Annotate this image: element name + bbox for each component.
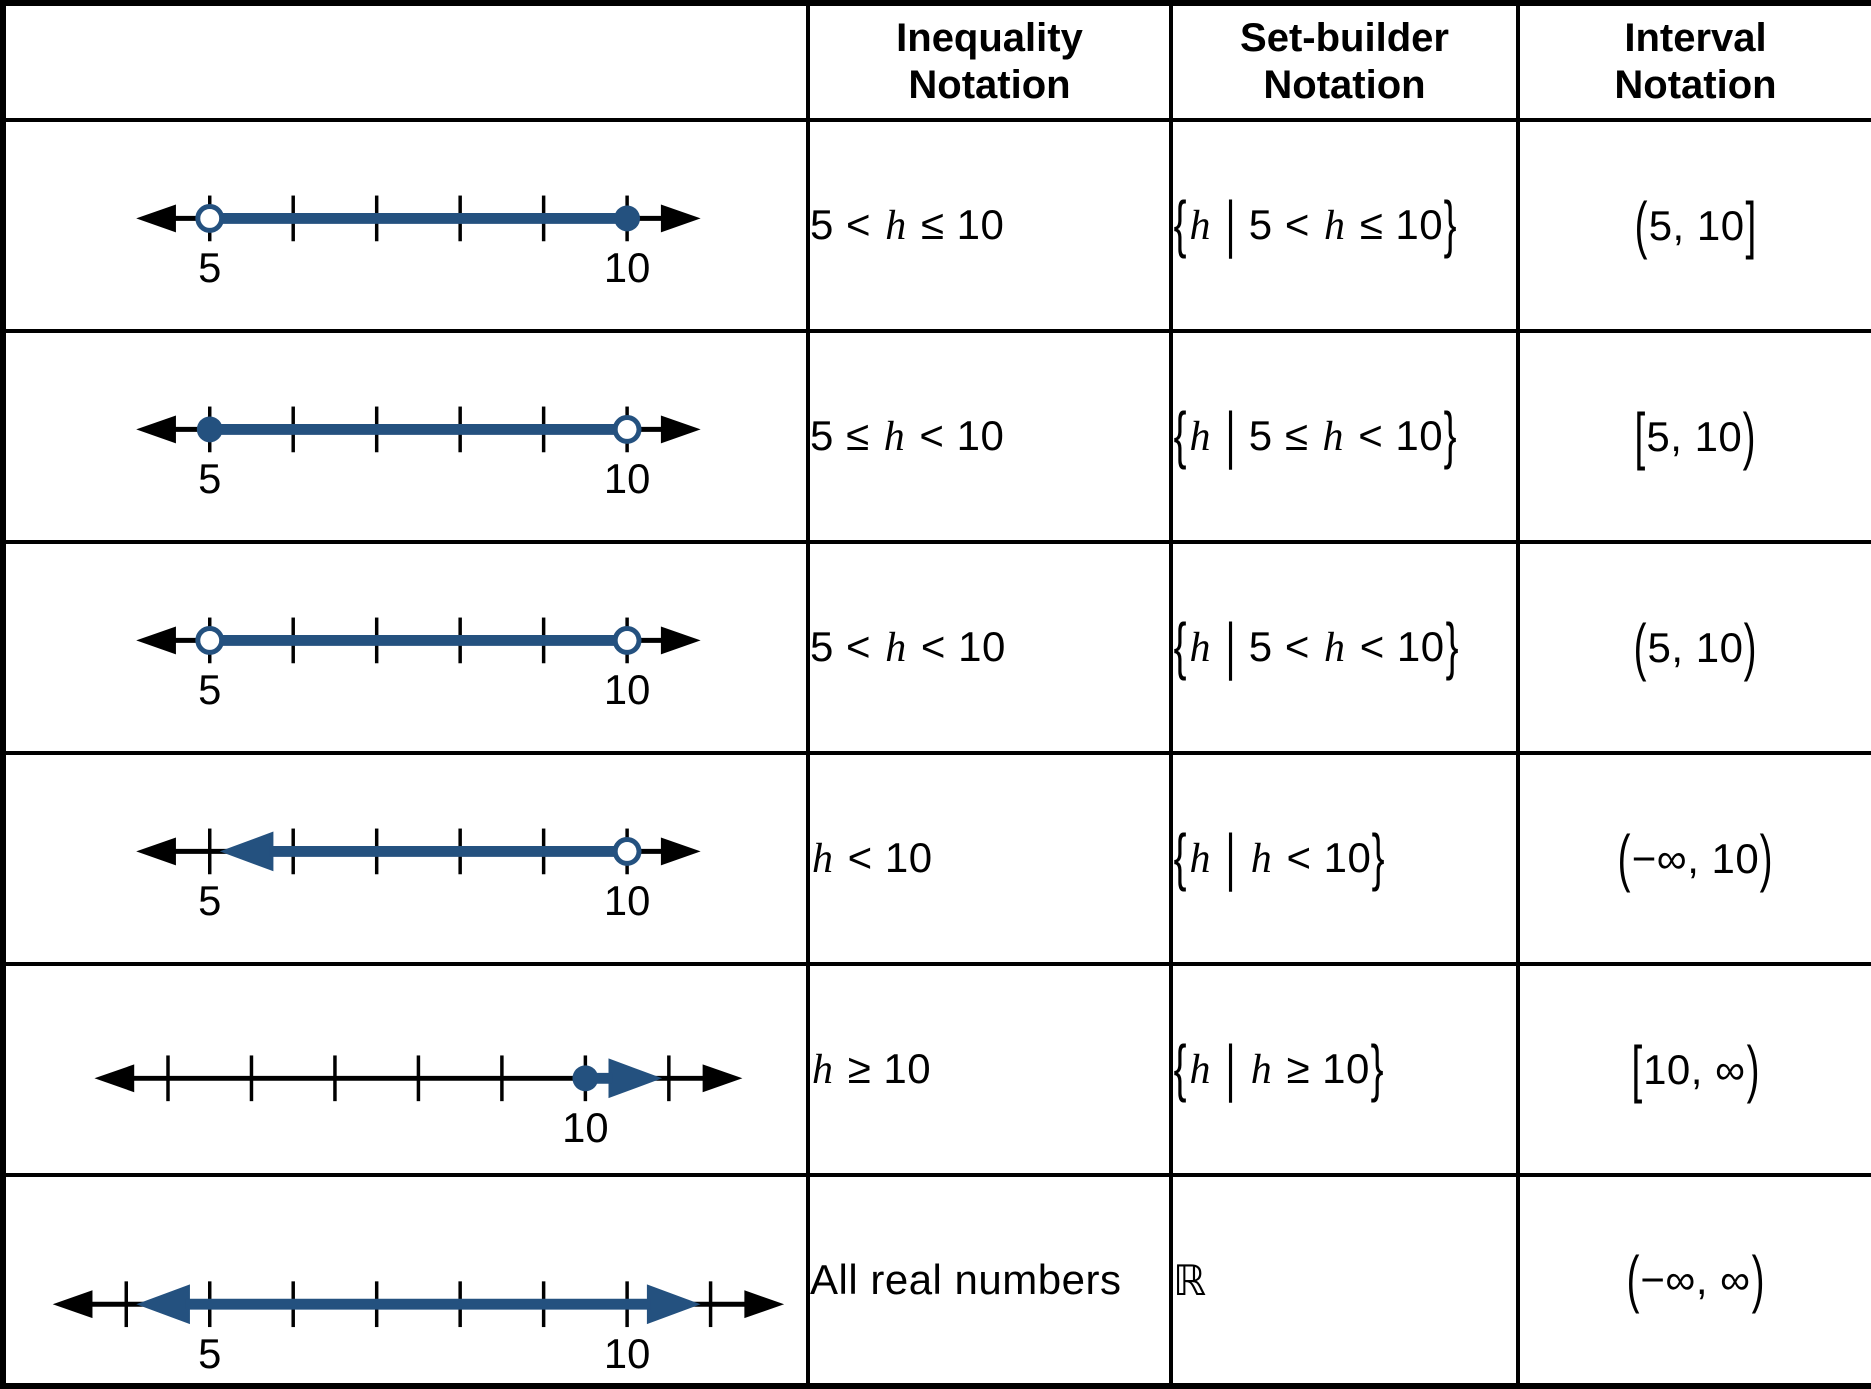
- set-builder-cell: {h | 5 < h ≤ 10}: [1169, 118, 1520, 333]
- numberline-figure: 5 10: [136, 195, 701, 291]
- header-numberline-empty: [1, 1, 810, 122]
- svg-text:10: 10: [604, 1330, 650, 1377]
- interval-text: (5, 10]: [1634, 189, 1757, 260]
- svg-text:5: 5: [198, 666, 221, 713]
- table-row: 10 h ≥ 10 {h | h ≥ 10} [10, ∞): [1, 962, 1871, 1177]
- header-label: Interval Notation: [1614, 15, 1777, 107]
- numberline-cell: 5 10: [1, 540, 810, 755]
- interval-text: (−∞, 10): [1617, 822, 1774, 893]
- interval-cell: (5, 10): [1516, 540, 1871, 755]
- interval-cell: [10, ∞): [1516, 962, 1871, 1177]
- inequality-cell: 5 ≤ h < 10: [806, 329, 1173, 544]
- inequality-text: 5 < h < 10: [810, 623, 1006, 671]
- set-builder-cell: {h | 5 < h < 10}: [1169, 540, 1520, 755]
- numberline-figure: 5 10: [136, 828, 701, 924]
- numberline-figure: 5 10: [136, 406, 701, 502]
- numberline-cell: 5 10: [1, 1173, 810, 1388]
- inequality-cell: All real numbers: [806, 1173, 1173, 1388]
- set-builder-text: {h | 5 < h ≤ 10}: [1173, 188, 1458, 260]
- svg-text:10: 10: [604, 455, 650, 502]
- numberline-cell: 5 10: [1, 329, 810, 544]
- header-label: Set-builder Notation: [1240, 15, 1449, 107]
- interval-text: [10, ∞): [1631, 1033, 1760, 1104]
- set-builder-text: {h | h ≥ 10}: [1173, 1032, 1384, 1104]
- numberline-figure: 10: [94, 1055, 743, 1151]
- interval-cell: (−∞, 10): [1516, 751, 1871, 966]
- svg-text:10: 10: [604, 244, 650, 291]
- set-builder-cell: {h | h ≥ 10}: [1169, 962, 1520, 1177]
- svg-text:5: 5: [198, 877, 221, 924]
- set-builder-text: {h | 5 ≤ h < 10}: [1173, 399, 1458, 471]
- header-inequality-notation: Inequality Notation: [806, 1, 1173, 122]
- inequality-text: 5 ≤ h < 10: [810, 412, 1005, 460]
- set-builder-cell: ℝ: [1169, 1173, 1520, 1388]
- interval-text: (5, 10): [1633, 611, 1758, 682]
- inequality-text: h ≥ 10: [812, 1045, 932, 1093]
- inequality-text: 5 < h ≤ 10: [810, 201, 1005, 249]
- set-builder-text: {h | h < 10}: [1173, 821, 1386, 893]
- svg-text:10: 10: [562, 1104, 608, 1151]
- set-builder-text: {h | 5 < h < 10}: [1173, 610, 1459, 682]
- interval-cell: [5, 10): [1516, 329, 1871, 544]
- set-builder-cell: {h | 5 ≤ h < 10}: [1169, 329, 1520, 544]
- numberline-cell: 5 10: [1, 118, 810, 333]
- numberline-cell: 5 10: [1, 751, 810, 966]
- inequality-text: All real numbers: [810, 1256, 1122, 1303]
- interval-text: (−∞, ∞): [1626, 1243, 1765, 1315]
- header-interval-notation: Interval Notation: [1516, 1, 1871, 122]
- table-row: 5 10 5 < h < 10 {h | 5 < h < 10} (5, 10): [1, 540, 1871, 755]
- svg-text:5: 5: [198, 455, 221, 502]
- svg-text:10: 10: [604, 666, 650, 713]
- table-row: 5 10 h < 10 {h | h < 10} (−∞, 10): [1, 751, 1871, 966]
- interval-cell: (5, 10]: [1516, 118, 1871, 333]
- header-label: Inequality Notation: [896, 15, 1083, 107]
- svg-text:5: 5: [198, 1330, 221, 1377]
- interval-text: [5, 10): [1634, 400, 1757, 471]
- numberline-cell: 10: [1, 962, 810, 1177]
- inequality-cell: 5 < h ≤ 10: [806, 118, 1173, 333]
- svg-text:10: 10: [604, 877, 650, 924]
- table-row: 5 10 All real numbers ℝ (−∞, ∞): [1, 1173, 1871, 1388]
- header-set-builder-notation: Set-builder Notation: [1169, 1, 1520, 122]
- set-builder-text: ℝ: [1173, 1256, 1207, 1304]
- numberline-figure: 5 10: [52, 1281, 785, 1377]
- set-builder-cell: {h | h < 10}: [1169, 751, 1520, 966]
- table-row: 5 10 5 ≤ h < 10 {h | 5 ≤ h < 10} [5, 10): [1, 329, 1871, 544]
- numberline-figure: 5 10: [136, 617, 701, 713]
- header-row: Inequality Notation Set-builder Notation…: [1, 1, 1871, 122]
- inequality-cell: h ≥ 10: [806, 962, 1173, 1177]
- inequality-cell: 5 < h < 10: [806, 540, 1173, 755]
- svg-text:5: 5: [198, 244, 221, 291]
- interval-cell: (−∞, ∞): [1516, 1173, 1871, 1388]
- inequality-text: h < 10: [812, 834, 933, 882]
- inequality-cell: h < 10: [806, 751, 1173, 966]
- table-row: 5 10 5 < h ≤ 10 {h | 5 < h ≤ 10} (5, 10]: [1, 118, 1871, 333]
